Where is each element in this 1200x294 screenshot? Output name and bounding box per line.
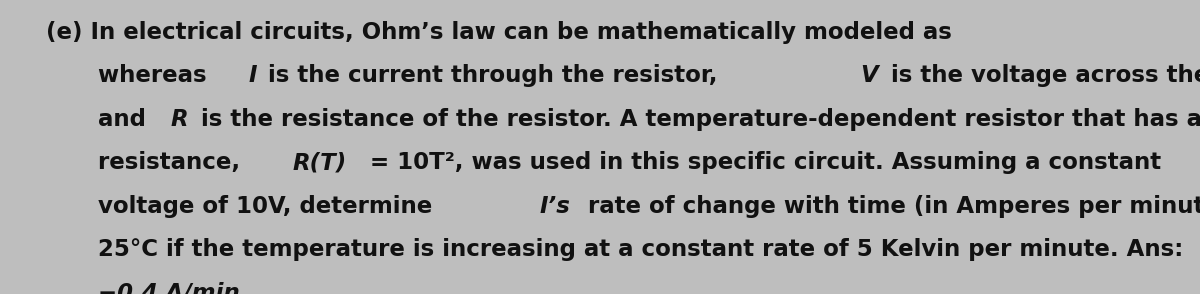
Text: I’s: I’s: [540, 195, 571, 218]
Text: is the voltage across the resistor,: is the voltage across the resistor,: [883, 64, 1200, 87]
Text: −0.4 A/min: −0.4 A/min: [98, 282, 240, 294]
Text: is the resistance of the resistor. A temperature-dependent resistor that has a: is the resistance of the resistor. A tem…: [193, 108, 1200, 131]
Text: = 10T², was used in this specific circuit. Assuming a constant: = 10T², was used in this specific circui…: [362, 151, 1162, 174]
Text: and: and: [98, 108, 155, 131]
Text: whereas: whereas: [98, 64, 215, 87]
Text: is the current through the resistor,: is the current through the resistor,: [260, 64, 725, 87]
Text: R(T): R(T): [292, 151, 347, 174]
Text: rate of change with time (in Amperes per minute) at: rate of change with time (in Amperes per…: [580, 195, 1200, 218]
Text: R: R: [170, 108, 188, 131]
Text: I: I: [248, 64, 257, 87]
Text: resistance,: resistance,: [98, 151, 248, 174]
Text: voltage of 10V, determine: voltage of 10V, determine: [98, 195, 440, 218]
Text: 25°C if the temperature is increasing at a constant rate of 5 Kelvin per minute.: 25°C if the temperature is increasing at…: [98, 238, 1183, 261]
Text: (e) In electrical circuits, Ohm’s law can be mathematically modeled as: (e) In electrical circuits, Ohm’s law ca…: [46, 21, 960, 44]
Text: V: V: [860, 64, 878, 87]
